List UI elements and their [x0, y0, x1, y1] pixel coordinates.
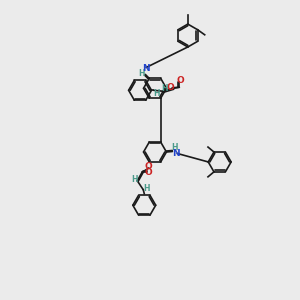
Text: H: H: [161, 84, 168, 93]
Text: H: H: [153, 89, 160, 98]
Text: O: O: [144, 168, 152, 177]
Text: O: O: [167, 83, 174, 92]
Text: H: H: [143, 184, 149, 193]
Text: H: H: [138, 69, 145, 78]
Text: H: H: [131, 175, 138, 184]
Text: H: H: [171, 143, 178, 152]
Text: N: N: [172, 149, 180, 158]
Text: N: N: [142, 64, 150, 73]
Text: O: O: [145, 162, 153, 171]
Text: O: O: [176, 76, 184, 85]
